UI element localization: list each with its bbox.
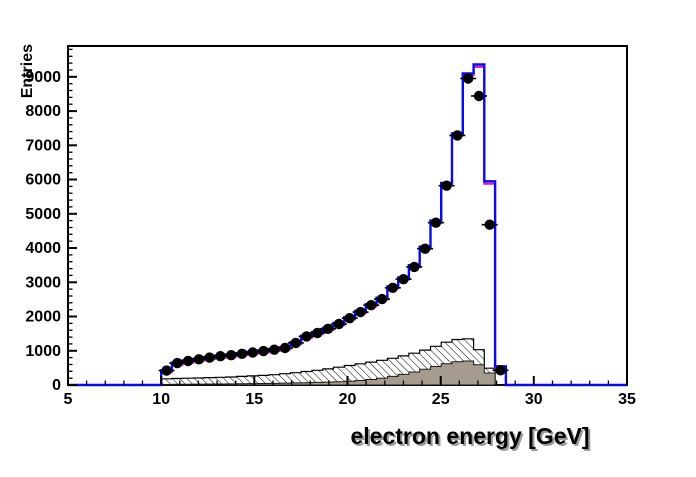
data-point <box>484 219 495 230</box>
y-tick-label: 8000 <box>25 103 61 120</box>
plot-frame-layer <box>67 45 628 386</box>
x-tick-label: 25 <box>432 391 450 408</box>
x-axis-title: electron energy [GeV] <box>350 423 589 449</box>
data-point <box>258 345 269 357</box>
data-point <box>452 130 463 141</box>
y-tick-label: 2000 <box>25 309 61 326</box>
x-tick-label: 30 <box>525 391 543 408</box>
plot-frame <box>67 45 628 386</box>
data-point <box>193 354 205 365</box>
data-point <box>204 352 215 363</box>
y-tick-label: 9000 <box>25 69 61 86</box>
y-tick-label: 1000 <box>25 343 61 360</box>
histogram-series-layer <box>68 63 627 387</box>
x-axis-title-shadow: electron energy [GeV] <box>352 425 591 451</box>
y-tick-label: 4000 <box>25 240 61 257</box>
data-point <box>247 347 258 358</box>
data-point <box>290 337 301 349</box>
x-tick-label: 5 <box>64 391 73 408</box>
data-point <box>495 365 506 376</box>
axis-labels-layer: 5 10 15 20 25 30 35 0 1000 2000 3000 4000 5000 6000 70… <box>25 69 636 408</box>
y-tick-label: 0 <box>52 377 61 394</box>
data-point <box>473 90 485 102</box>
data-point <box>409 261 420 273</box>
data-point <box>366 300 377 311</box>
mc-total-histogram <box>68 63 627 387</box>
y-tick-label: 3000 <box>25 274 61 291</box>
data-point <box>172 357 183 369</box>
data-point <box>301 331 312 342</box>
data-point <box>376 293 388 305</box>
x-tick-label: 35 <box>618 391 636 408</box>
y-tick-label: 7000 <box>25 137 61 154</box>
data-point <box>161 365 172 376</box>
data-point <box>387 282 398 293</box>
data-point <box>398 274 409 285</box>
y-tick-label: 6000 <box>25 172 61 189</box>
x-tick-label: 15 <box>245 391 263 408</box>
axis-ticks-layer <box>67 48 628 386</box>
data-point <box>215 351 226 362</box>
x-tick-label: 20 <box>339 391 357 408</box>
data-point <box>430 217 442 228</box>
data-point <box>182 355 194 367</box>
data-point <box>344 313 355 324</box>
data-point <box>333 318 345 330</box>
data-point <box>355 306 366 318</box>
mc-alt-histogram <box>68 65 627 386</box>
data-point <box>269 344 280 355</box>
data-point <box>279 342 291 354</box>
data-point <box>226 350 237 361</box>
data-point <box>419 243 431 254</box>
data-point <box>322 323 334 334</box>
y-tick-label: 5000 <box>25 206 61 223</box>
data-point <box>441 180 452 191</box>
y-axis-title: Entries <box>19 44 36 98</box>
data-point <box>312 327 323 339</box>
data-point <box>236 348 248 359</box>
x-tick-label: 10 <box>152 391 170 408</box>
data-point <box>463 73 474 84</box>
background-gray-histogram <box>160 360 506 386</box>
